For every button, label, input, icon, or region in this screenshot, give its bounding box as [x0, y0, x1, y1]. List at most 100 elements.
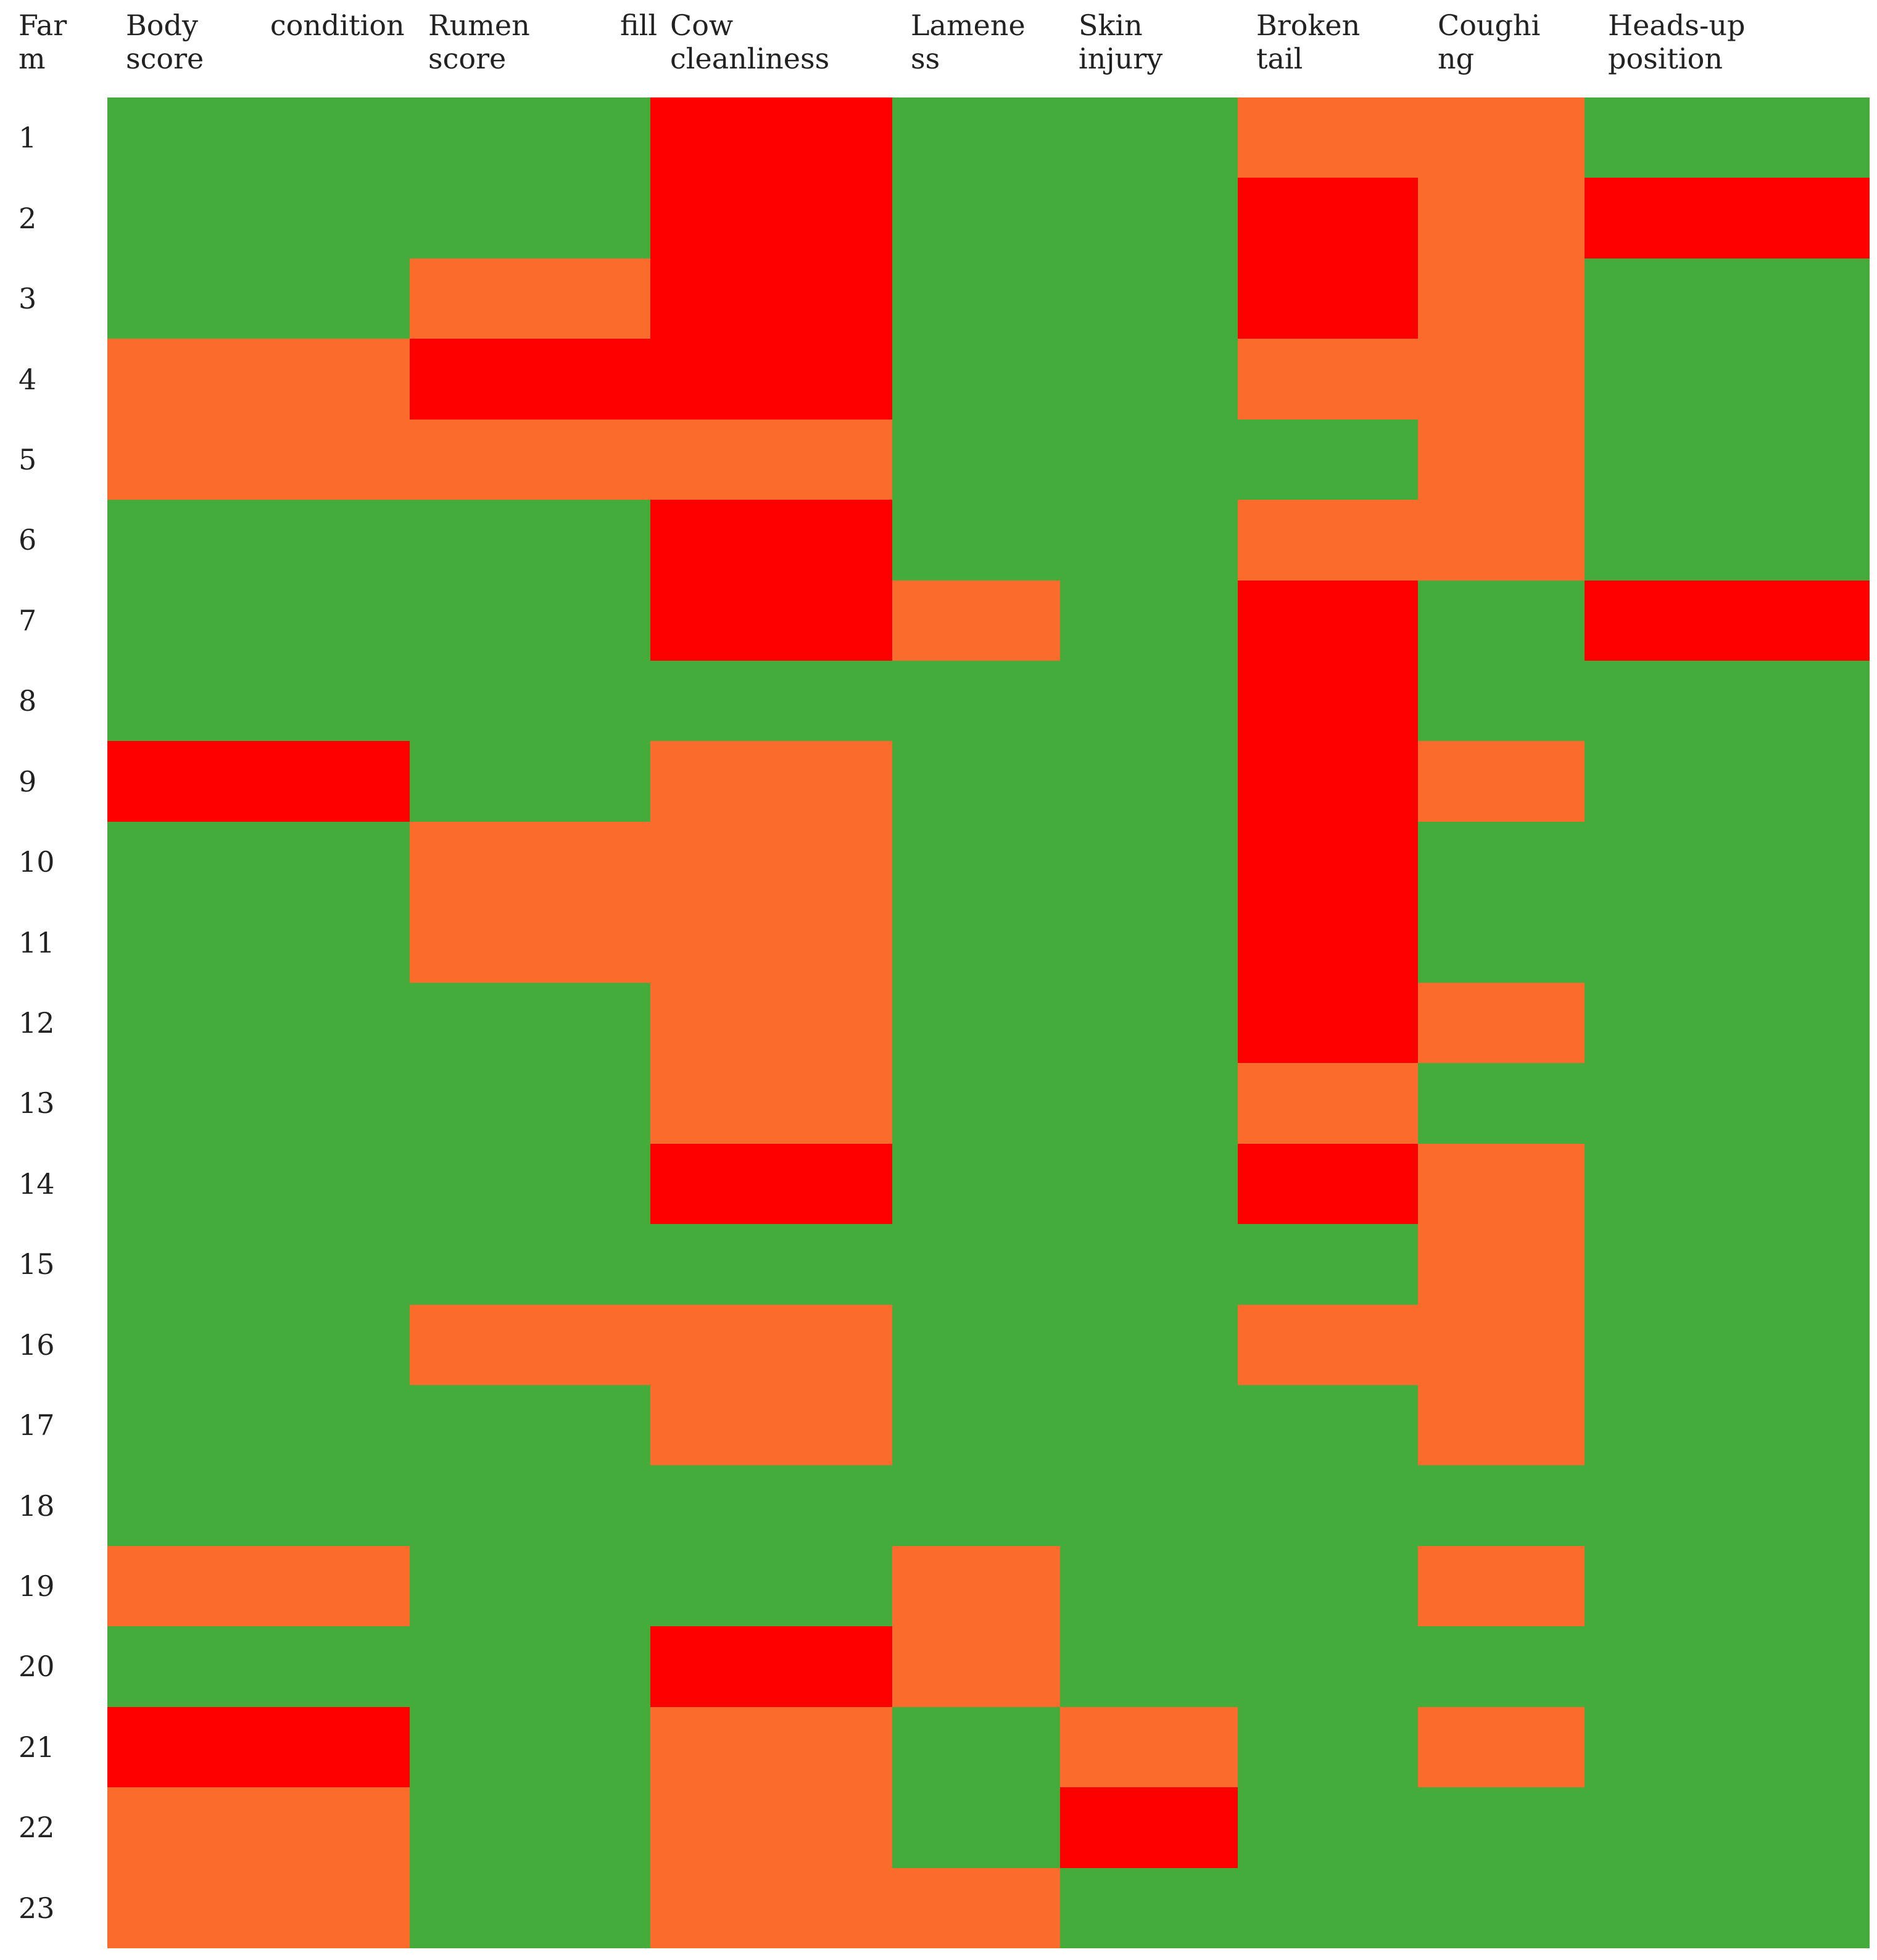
heatmap-cell	[650, 1707, 892, 1787]
heatmap-cell	[892, 822, 1060, 902]
heatmap-cell	[1238, 97, 1418, 178]
heatmap-cell	[1060, 1787, 1238, 1868]
heatmap-cell	[1060, 1707, 1238, 1787]
heatmap-cell	[1060, 661, 1238, 741]
heatmap-cell	[1238, 1546, 1418, 1626]
heatmap-grid	[107, 97, 1870, 1948]
heatmap-cell	[892, 1626, 1060, 1707]
heatmap-cell	[107, 1868, 410, 1948]
heatmap-cell	[410, 339, 650, 420]
column-header-line: ng	[1438, 42, 1475, 75]
heatmap-cell	[410, 1063, 650, 1144]
heatmap-cell	[1418, 420, 1585, 500]
farm-label: 7	[19, 603, 37, 637]
heatmap-cell	[1238, 1144, 1418, 1224]
heatmap-cell	[892, 500, 1060, 581]
farm-label: 15	[19, 1247, 55, 1281]
heatmap-cell	[650, 661, 892, 741]
heatmap-cell	[1060, 581, 1238, 661]
heatmap-cell	[1585, 741, 1870, 822]
column-header-line: Coughi	[1438, 9, 1541, 42]
heatmap-cell	[410, 902, 650, 983]
column-header-line: ss	[911, 42, 940, 75]
heatmap-cell	[107, 902, 410, 983]
heatmap-cell	[892, 1787, 1060, 1868]
heatmap-cell	[892, 1385, 1060, 1465]
heatmap-cell	[107, 1465, 410, 1546]
heatmap-cell	[1418, 178, 1585, 258]
farm-label: 12	[19, 1006, 55, 1040]
heatmap-cell	[1060, 1305, 1238, 1385]
heatmap-cell	[1418, 1626, 1585, 1707]
heatmap-cell	[1060, 1868, 1238, 1948]
farm-label: 2	[19, 201, 37, 235]
heatmap-cell	[1060, 1385, 1238, 1465]
heatmap-cell	[650, 500, 892, 581]
heatmap-cell	[1060, 902, 1238, 983]
heatmap-cell	[892, 581, 1060, 661]
heatmap-cell	[1585, 500, 1870, 581]
heatmap-cell	[1238, 983, 1418, 1063]
heatmap-cell	[1585, 822, 1870, 902]
heatmap-cell	[1418, 1305, 1585, 1385]
heatmap-cell	[410, 1626, 650, 1707]
farm-label: 3	[19, 282, 37, 316]
column-header-skin_injury: Skin injury	[1079, 9, 1162, 75]
column-header-line: Broken	[1256, 9, 1361, 42]
heatmap-cell	[1585, 420, 1870, 500]
heatmap-cell	[1060, 1063, 1238, 1144]
heatmap-cell	[892, 1465, 1060, 1546]
heatmap-cell	[410, 1546, 650, 1626]
heatmap-cell	[410, 1868, 650, 1948]
heatmap-cell	[1418, 741, 1585, 822]
heatmap-cell	[410, 258, 650, 339]
farm-label: 22	[19, 1811, 55, 1845]
heatmap-cell	[1060, 500, 1238, 581]
heatmap-cell	[650, 581, 892, 661]
heatmap-cell	[1238, 1305, 1418, 1385]
heatmap-cell	[892, 420, 1060, 500]
farm-label: 23	[19, 1891, 55, 1925]
heatmap-cell	[410, 1385, 650, 1465]
farm-label: 1	[19, 121, 37, 155]
heatmap-cell	[410, 420, 650, 500]
column-header-line: tail	[1256, 42, 1303, 75]
column-header-line: position	[1608, 42, 1723, 75]
heatmap-cell	[1585, 1868, 1870, 1948]
heatmap-cell	[650, 178, 892, 258]
heatmap-cell	[107, 581, 410, 661]
heatmap-cell	[1238, 1063, 1418, 1144]
farm-label: 9	[19, 764, 37, 798]
heatmap-cell	[1238, 500, 1418, 581]
heatmap-cell	[107, 1626, 410, 1707]
column-header-line: Rumen fill	[428, 9, 658, 42]
heatmap-cell	[1585, 1787, 1870, 1868]
heatmap-cell	[410, 741, 650, 822]
heatmap-cell	[1418, 983, 1585, 1063]
farm-label: 16	[19, 1328, 55, 1362]
heatmap-cell	[1418, 1465, 1585, 1546]
heatmap-cell	[650, 1546, 892, 1626]
heatmap-cell	[1238, 661, 1418, 741]
heatmap-cell	[1418, 258, 1585, 339]
heatmap-cell	[1585, 1546, 1870, 1626]
heatmap-cell	[410, 1144, 650, 1224]
farm-label: 13	[19, 1086, 55, 1120]
column-header-farm: Far m	[19, 9, 67, 75]
heatmap-cell	[892, 1063, 1060, 1144]
heatmap-cell	[107, 661, 410, 741]
heatmap-cell	[892, 1224, 1060, 1305]
column-header-line: m	[19, 42, 46, 75]
column-header-line: cleanliness	[670, 42, 830, 75]
heatmap-cell	[1418, 500, 1585, 581]
heatmap-cell	[650, 822, 892, 902]
heatmap-cell	[1585, 983, 1870, 1063]
heatmap-cell	[892, 178, 1060, 258]
heatmap-cell	[1060, 1465, 1238, 1546]
heatmap-cell	[1418, 1385, 1585, 1465]
heatmap-cell	[892, 1144, 1060, 1224]
heatmap-cell	[650, 420, 892, 500]
heatmap-cell	[107, 1546, 410, 1626]
farm-label: 19	[19, 1569, 55, 1603]
heatmap-cell	[107, 1063, 410, 1144]
